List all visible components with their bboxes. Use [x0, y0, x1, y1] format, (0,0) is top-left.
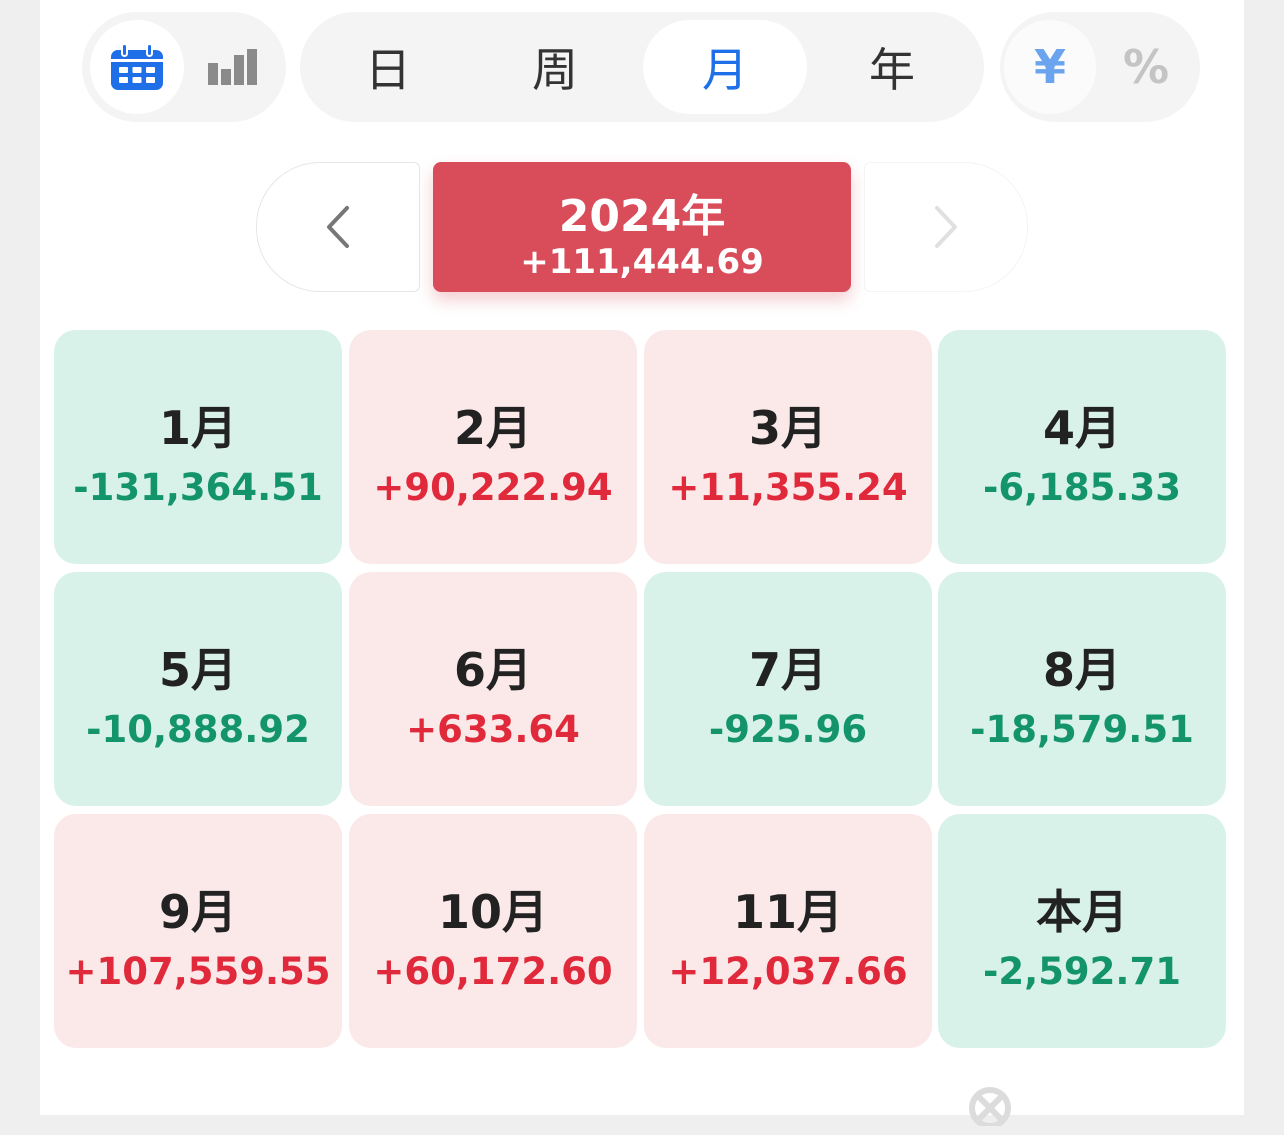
month-grid: 1月 -131,364.51 2月 +90,222.94 3月 +11,355.…: [54, 330, 1226, 1048]
month-value: -18,579.51: [970, 708, 1194, 751]
month-label: 1月: [158, 401, 237, 455]
month-cell[interactable]: 11月 +12,037.66: [644, 814, 932, 1048]
month-value: -131,364.51: [73, 466, 323, 509]
chevron-right-icon: [935, 206, 957, 248]
month-value: -2,592.71: [983, 950, 1181, 993]
month-label: 2月: [453, 401, 532, 455]
tab-month[interactable]: 月: [643, 20, 807, 114]
month-cell[interactable]: 2月 +90,222.94: [349, 330, 637, 564]
next-year-button[interactable]: [864, 162, 1028, 292]
tab-year[interactable]: 年: [869, 43, 915, 97]
month-value: +107,559.55: [65, 950, 331, 993]
month-cell[interactable]: 6月 +633.64: [349, 572, 637, 806]
year-summary-card: 2024年 +111,444.69: [433, 162, 851, 292]
month-cell[interactable]: 9月 +107,559.55: [54, 814, 342, 1048]
chart-view-button[interactable]: [186, 20, 280, 114]
tab-day[interactable]: 日: [365, 43, 411, 97]
month-cell[interactable]: 4月 -6,185.33: [938, 330, 1226, 564]
month-label: 9月: [158, 885, 237, 939]
month-label: 11月: [732, 885, 843, 939]
app-logo-icon: [969, 1087, 1011, 1129]
month-label: 本月: [1036, 885, 1128, 939]
month-label: 8月: [1042, 643, 1121, 697]
year-title: 2024年: [558, 191, 726, 242]
month-cell[interactable]: 5月 -10,888.92: [54, 572, 342, 806]
percent-unit-button[interactable]: %: [1122, 40, 1170, 94]
calendar-icon: [111, 43, 163, 90]
watermark-logo: [960, 1086, 1020, 1135]
month-value: -10,888.92: [86, 708, 310, 751]
month-cell[interactable]: 10月 +60,172.60: [349, 814, 637, 1048]
unit-toggle: ¥ %: [1000, 12, 1200, 122]
month-value: -925.96: [708, 708, 868, 751]
month-label: 10月: [437, 885, 548, 939]
month-label: 5月: [158, 643, 237, 697]
month-value: +60,172.60: [373, 950, 613, 993]
month-cell[interactable]: 1月 -131,364.51: [54, 330, 342, 564]
month-label: 6月: [453, 643, 532, 697]
period-tabs: 日 周 月 年: [300, 12, 984, 122]
month-cell[interactable]: 8月 -18,579.51: [938, 572, 1226, 806]
month-value: +12,037.66: [668, 950, 908, 993]
year-total: +111,444.69: [520, 242, 764, 282]
month-cell[interactable]: 本月 -2,592.71: [938, 814, 1226, 1048]
month-value: +633.64: [406, 708, 580, 751]
prev-year-button[interactable]: [256, 162, 420, 292]
view-mode-toggle: [82, 12, 286, 122]
tab-week[interactable]: 周: [532, 43, 578, 97]
pnl-calendar-panel: 日 周 月 年 ¥ % 2024年 +111,444.69 1月 -131,36…: [40, 0, 1244, 1129]
bar-chart-icon: [208, 49, 257, 85]
month-label: 4月: [1042, 401, 1121, 455]
month-cell[interactable]: 7月 -925.96: [644, 572, 932, 806]
calendar-view-button[interactable]: [90, 20, 184, 114]
month-value: +90,222.94: [373, 466, 613, 509]
month-value: -6,185.33: [983, 466, 1181, 509]
chevron-left-icon: [327, 206, 349, 248]
month-cell[interactable]: 3月 +11,355.24: [644, 330, 932, 564]
month-label: 7月: [748, 643, 827, 697]
amount-unit-button[interactable]: ¥: [1004, 20, 1096, 114]
month-label: 3月: [748, 401, 827, 455]
month-value: +11,355.24: [668, 466, 908, 509]
